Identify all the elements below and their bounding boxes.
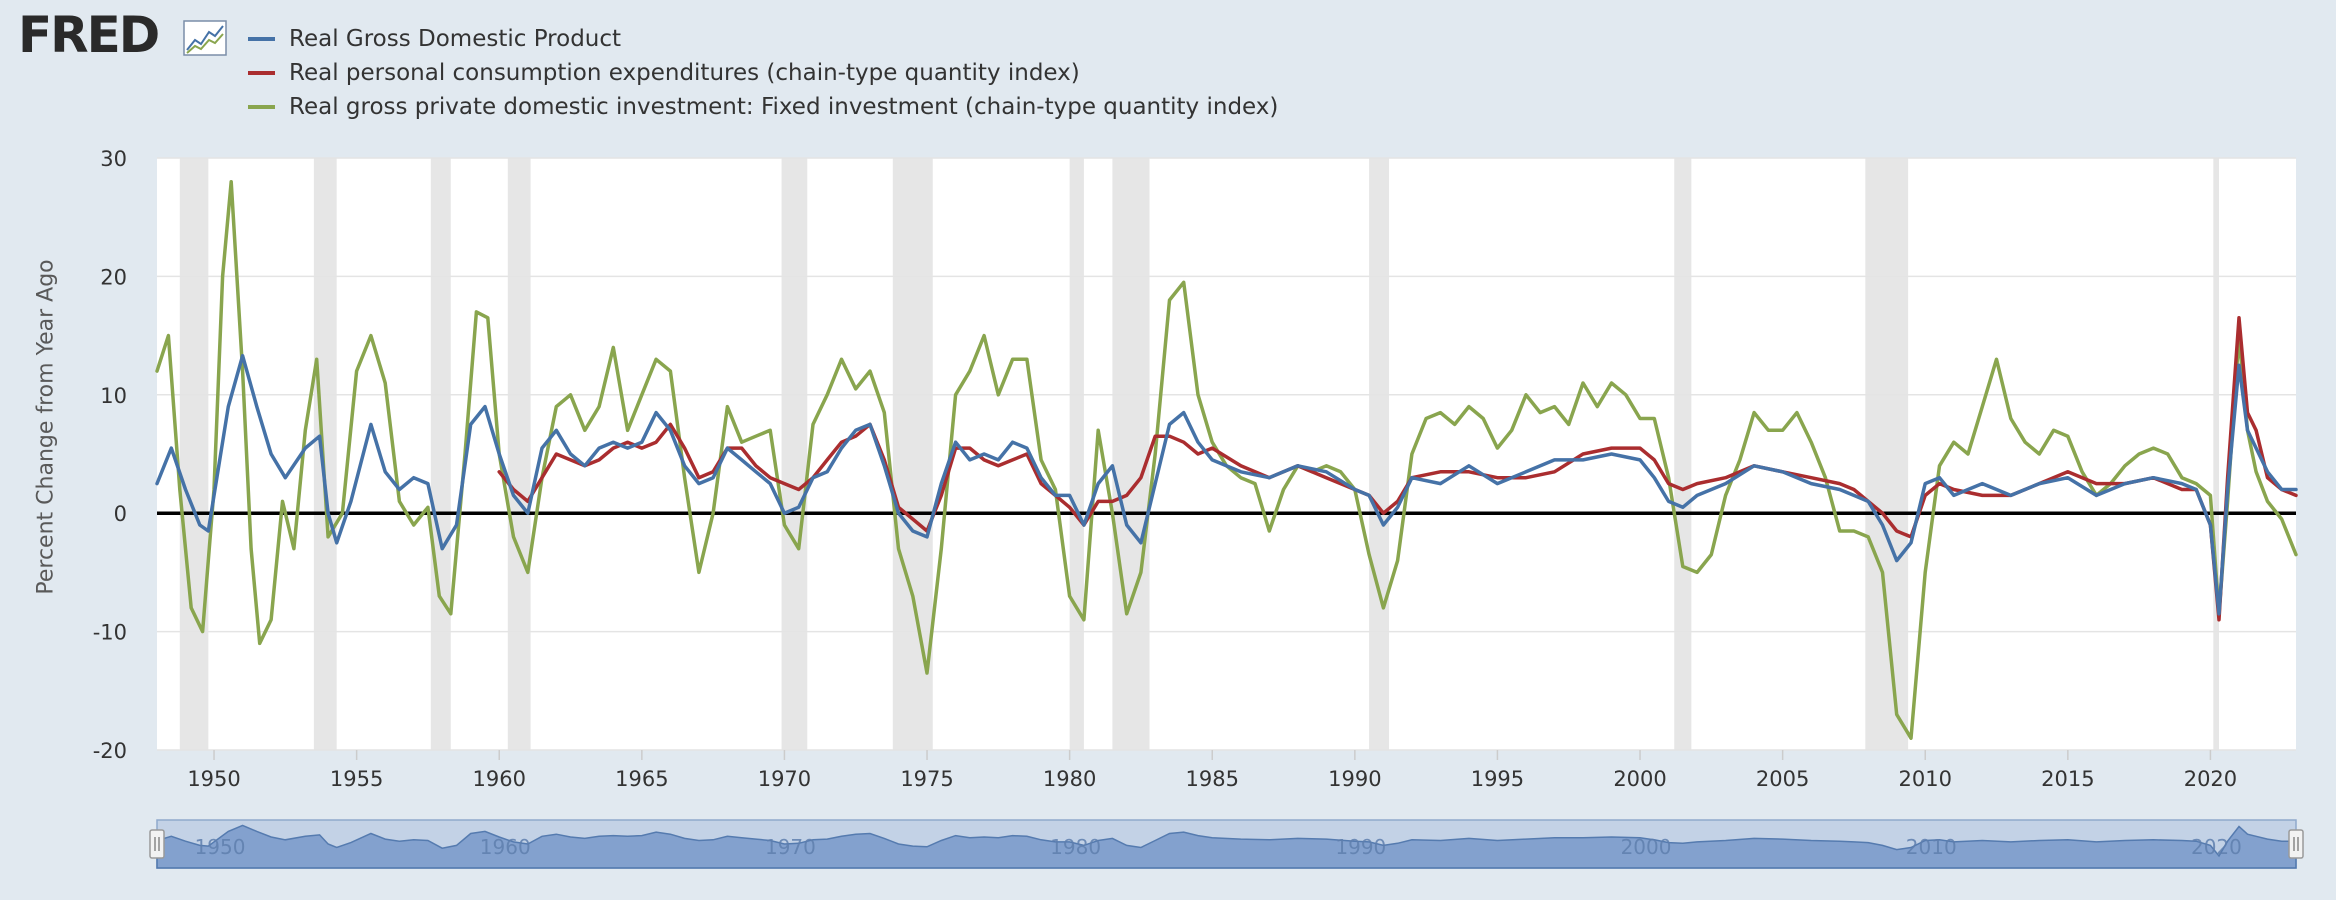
recession-band	[781, 158, 808, 750]
legend-swatch-fixed-investment	[248, 105, 275, 109]
y-tick-label: 20	[100, 265, 127, 289]
legend-item-pce[interactable]: Real personal consumption expenditures (…	[248, 56, 1278, 90]
plot-area	[157, 158, 2296, 750]
recession-band	[2213, 158, 2219, 750]
recession-band	[1369, 158, 1390, 750]
series-line-2[interactable]	[155, 179, 2298, 740]
fred-logo[interactable]: FRED	[18, 6, 160, 64]
legend-item-gdp[interactable]: Real Gross Domestic Product	[248, 22, 1278, 56]
x-tick-label: 1965	[615, 767, 668, 791]
legend-swatch-pce	[248, 71, 275, 75]
y-tick-label: -20	[93, 739, 127, 763]
x-tick-label: 1995	[1471, 767, 1524, 791]
x-tick-label: 1970	[758, 767, 811, 791]
x-tick-label: 2015	[2041, 767, 2094, 791]
x-tick-label: 1980	[1043, 767, 1096, 791]
navigator-left-handle[interactable]	[149, 829, 165, 859]
x-tick-label: 2010	[1899, 767, 1952, 791]
recession-band	[1112, 158, 1150, 750]
navigator-label: 2010	[1906, 835, 1957, 859]
legend-swatch-gdp	[248, 37, 275, 41]
recession-band	[507, 158, 531, 750]
x-tick-label: 1985	[1186, 767, 1239, 791]
fred-chart-logo-icon	[183, 20, 227, 60]
navigator-label: 1970	[765, 835, 816, 859]
x-tick-label: 1990	[1328, 767, 1381, 791]
series-line-0[interactable]	[155, 353, 2298, 616]
y-tick-label: 30	[100, 147, 127, 171]
navigator-label: 1980	[1050, 835, 1101, 859]
x-tick-label: 2005	[1756, 767, 1809, 791]
y-tick-label: -10	[93, 621, 127, 645]
x-tick-label: 1950	[187, 767, 240, 791]
x-tick-label: 1960	[473, 767, 526, 791]
x-tick-label: 1955	[330, 767, 383, 791]
recession-band	[1865, 158, 1909, 750]
legend-label-fixed-investment: Real gross private domestic investment: …	[289, 94, 1279, 120]
recession-band	[892, 158, 933, 750]
x-tick-label: 2000	[1613, 767, 1666, 791]
navigator-label: 1960	[480, 835, 531, 859]
recession-band	[313, 158, 337, 750]
y-tick-label: 0	[114, 502, 127, 526]
navigator-label: 2000	[1621, 835, 1672, 859]
x-tick-label: 1975	[900, 767, 953, 791]
navigator-right-handle[interactable]	[2288, 829, 2304, 859]
recession-band	[1069, 158, 1084, 750]
legend-label-pce: Real personal consumption expenditures (…	[289, 60, 1080, 86]
series-line-1[interactable]	[497, 316, 2298, 622]
recession-band	[430, 158, 451, 750]
x-tick-label: 2020	[2184, 767, 2237, 791]
navigator-label: 1990	[1335, 835, 1386, 859]
legend-label-gdp: Real Gross Domestic Product	[289, 26, 622, 52]
legend-item-fixed-investment[interactable]: Real gross private domestic investment: …	[248, 90, 1278, 124]
navigator-series-area	[156, 824, 2297, 869]
recession-band	[179, 158, 209, 750]
recession-band	[1674, 158, 1692, 750]
y-tick-label: 10	[100, 384, 127, 408]
chart-legend: Real Gross Domestic Product Real persona…	[248, 22, 1278, 124]
navigator-label: 2020	[2191, 835, 2242, 859]
navigator-label: 1950	[195, 835, 246, 859]
